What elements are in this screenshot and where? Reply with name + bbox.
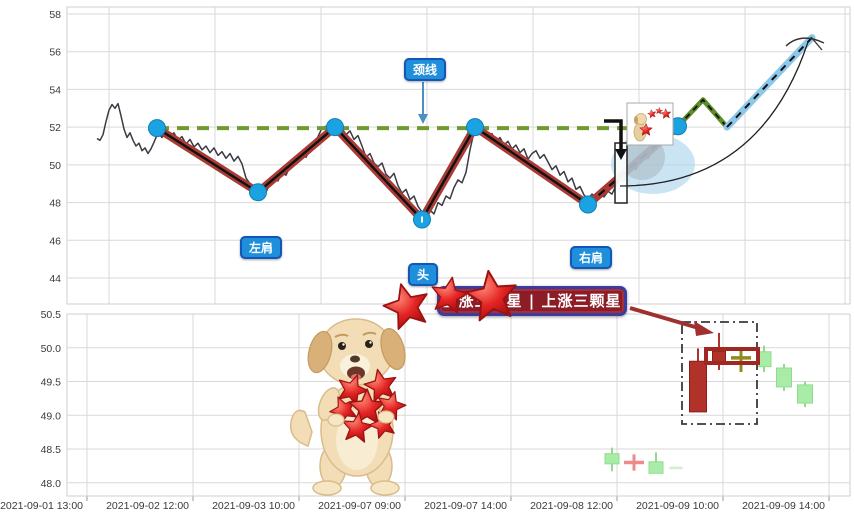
svg-text:49.0: 49.0 (41, 410, 62, 422)
head-label: 头 (408, 263, 439, 286)
svg-text:50.0: 50.0 (41, 343, 62, 355)
measure-annotations (418, 36, 825, 204)
svg-text:2021-09-07 14:00: 2021-09-07 14:00 (424, 500, 507, 512)
svg-text:2021-09-01 13:00: 2021-09-01 13:00 (0, 500, 83, 512)
elbow-arrow-head (615, 149, 627, 160)
inset-box (626, 102, 674, 146)
svg-text:2021-09-02 12:00: 2021-09-02 12:00 (106, 500, 189, 512)
right-shoulder-label: 右肩 (570, 246, 613, 269)
svg-text:50.5: 50.5 (41, 309, 62, 321)
svg-text:49.5: 49.5 (41, 377, 62, 389)
svg-text:48: 48 (49, 198, 61, 210)
banner-pointer-arrow (629, 306, 714, 336)
svg-text:58: 58 (49, 9, 61, 21)
svg-text:50: 50 (49, 160, 61, 172)
svg-text:56: 56 (49, 47, 61, 59)
left-shoulder-label: 左肩 (240, 236, 283, 259)
elbow-arrow (604, 119, 623, 150)
bottom-panel-axes: 50.5 50.0 49.5 49.0 48.5 48.0 2021-09-01 13:00… (0, 309, 851, 512)
svg-text:54: 54 (49, 84, 61, 96)
sketch-arrowhead (785, 37, 825, 47)
svg-text:2021-09-09 14:00: 2021-09-09 14:00 (742, 500, 825, 512)
blue-highlight-ellipse (611, 134, 695, 194)
pattern-banner: 上涨三颗星 | 上涨三颗星 (437, 286, 627, 316)
inset-thumbnail (626, 102, 674, 146)
svg-text:48.5: 48.5 (41, 444, 62, 456)
forecast-lines (676, 34, 816, 131)
svg-text:52: 52 (49, 122, 61, 134)
candlestick-series (604, 332, 813, 474)
pattern-highlight-boxes (681, 321, 760, 425)
sketch-arrowhead-tick (810, 36, 823, 51)
svg-text:2021-09-08 12:00: 2021-09-08 12:00 (530, 500, 613, 512)
pattern-dots (148, 117, 687, 229)
three-stars-red-box (704, 347, 760, 365)
svg-text:2021-09-09 10:00: 2021-09-09 10:00 (636, 500, 719, 512)
neckline-pointer-head (418, 114, 428, 124)
svg-text:48.0: 48.0 (41, 478, 62, 490)
neckline-label: 颈线 (404, 58, 447, 81)
svg-text:44: 44 (49, 273, 61, 285)
inset-dog-ear (634, 116, 638, 124)
svg-text:2021-09-03 10:00: 2021-09-03 10:00 (212, 500, 295, 512)
projection-arc (619, 41, 809, 187)
dash-dot-box (681, 321, 758, 425)
svg-text:46: 46 (49, 235, 61, 247)
svg-text:2021-09-07 09:00: 2021-09-07 09:00 (318, 500, 401, 512)
